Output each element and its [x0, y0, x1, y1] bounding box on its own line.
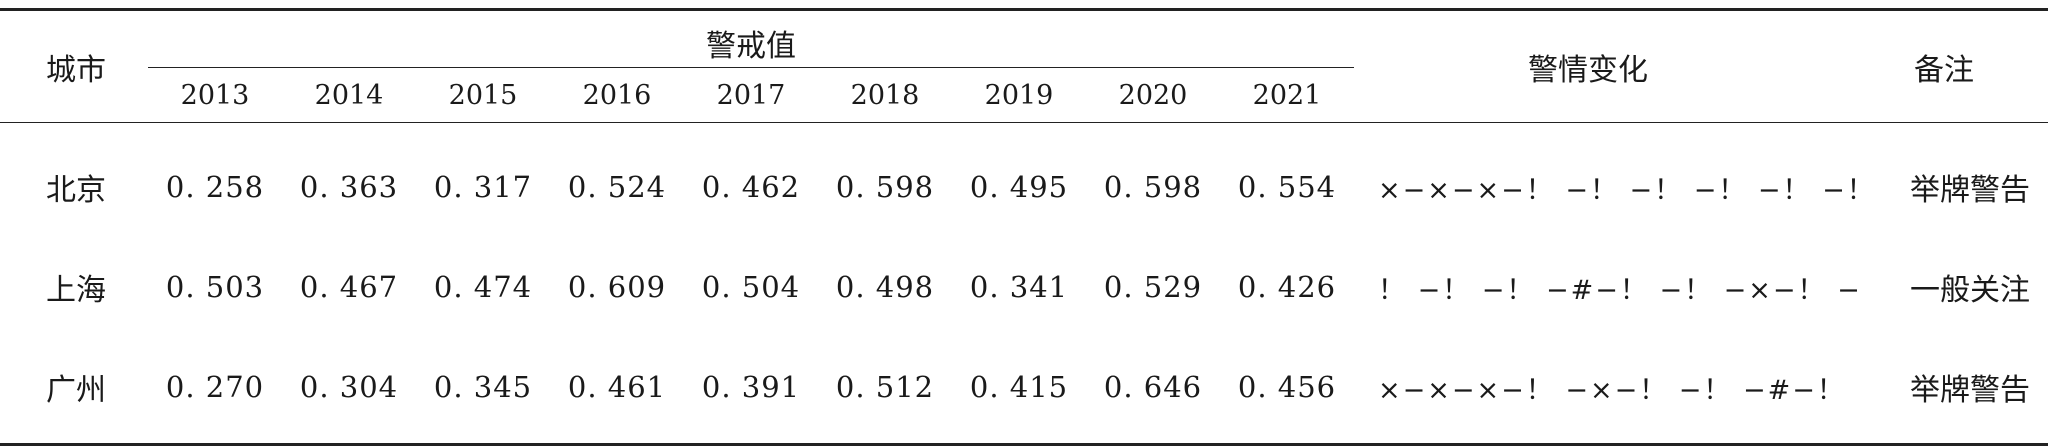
column-header-year: 2014	[282, 67, 416, 123]
city-cell: 上海	[46, 273, 106, 308]
value-cell: 0. 598	[835, 170, 935, 204]
column-group-header-warning-value: 警戒值	[148, 9, 1354, 68]
value-cell: 0. 609	[567, 270, 667, 304]
value-cell: 0. 304	[299, 370, 399, 404]
warning-change-cell: ×−×−×−！ −×−！ −！ −#−！	[1378, 374, 1846, 406]
value-cell: 0. 258	[165, 170, 265, 204]
value-cell: 0. 646	[1103, 370, 1203, 404]
table-header: 城市 警戒值 警情变化 备注 2013 2014 2015 2016 2017 …	[0, 9, 2048, 123]
value-cell: 0. 341	[969, 270, 1069, 304]
header-row-years: 2013 2014 2015 2016 2017 2018 2019 2020 …	[0, 67, 2048, 123]
value-cell: 0. 317	[433, 170, 533, 204]
column-header-year: 2019	[952, 67, 1086, 123]
value-cell: 0. 467	[299, 270, 399, 304]
column-header-year: 2018	[818, 67, 952, 123]
column-header-year: 2015	[416, 67, 550, 123]
value-cell: 0. 504	[701, 270, 801, 304]
city-cell: 广州	[46, 373, 106, 408]
value-cell: 0. 598	[1103, 170, 1203, 204]
city-cell: 北京	[46, 173, 106, 208]
value-cell: 0. 503	[165, 270, 265, 304]
warning-change-cell: ！ −！ −！ −#−！ −！ −×−！ −！	[1378, 274, 1864, 306]
value-cell: 0. 270	[165, 370, 265, 404]
note-cell: 举牌警告	[1910, 173, 2030, 208]
value-cell: 0. 363	[299, 170, 399, 204]
value-cell: 0. 554	[1237, 170, 1337, 204]
value-cell: 0. 461	[567, 370, 667, 404]
value-cell: 0. 426	[1237, 270, 1337, 304]
column-header-year: 2017	[684, 67, 818, 123]
warning-value-table-container: 城市 警戒值 警情变化 备注 2013 2014 2015 2016 2017 …	[0, 8, 2048, 446]
value-cell: 0. 495	[969, 170, 1069, 204]
value-cell: 0. 512	[835, 370, 935, 404]
value-cell: 0. 415	[969, 370, 1069, 404]
value-cell: 0. 345	[433, 370, 533, 404]
value-cell: 0. 391	[701, 370, 801, 404]
warning-change-cell: ×−×−×−！ −！ −！ −！ −！ −！	[1378, 174, 1864, 206]
column-header-city: 城市	[0, 9, 148, 123]
value-cell: 0. 462	[701, 170, 801, 204]
table-body: 北京 0. 258 0. 363 0. 317 0. 524 0. 462 0.…	[0, 123, 2048, 445]
note-cell: 举牌警告	[1910, 373, 2030, 408]
column-header-year: 2020	[1086, 67, 1220, 123]
value-cell: 0. 498	[835, 270, 935, 304]
warning-value-table: 城市 警戒值 警情变化 备注 2013 2014 2015 2016 2017 …	[0, 8, 2048, 446]
value-cell: 0. 529	[1103, 270, 1203, 304]
column-header-year: 2013	[148, 67, 282, 123]
column-header-year: 2021	[1220, 67, 1354, 123]
column-header-year: 2016	[550, 67, 684, 123]
column-header-warning-change: 警情变化	[1354, 9, 1864, 123]
value-cell: 0. 474	[433, 270, 533, 304]
value-cell: 0. 524	[567, 170, 667, 204]
header-row-top: 城市 警戒值 警情变化 备注	[0, 9, 2048, 123]
table-row: 广州 0. 270 0. 304 0. 345 0. 461 0. 391 0.…	[0, 337, 2048, 445]
column-header-note: 备注	[1864, 9, 2048, 123]
table-row: 上海 0. 503 0. 467 0. 474 0. 609 0. 504 0.…	[0, 237, 2048, 337]
table-row: 北京 0. 258 0. 363 0. 317 0. 524 0. 462 0.…	[0, 123, 2048, 238]
note-cell: 一般关注	[1910, 273, 2030, 308]
value-cell: 0. 456	[1237, 370, 1337, 404]
